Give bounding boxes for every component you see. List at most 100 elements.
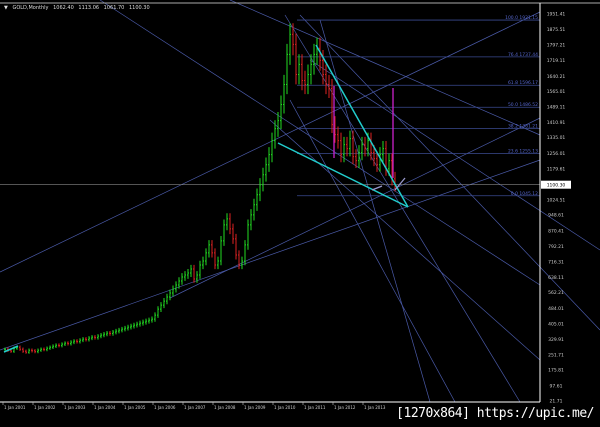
- price-bar: [199, 260, 201, 279]
- price-bar: [115, 328, 117, 335]
- price-bar: [301, 54, 303, 91]
- price-bar: [163, 297, 165, 309]
- chart-header: ▼ GOLD,Monthly 1062.40 1113.06 1061.70 1…: [4, 5, 153, 11]
- price-bar: [67, 341, 69, 346]
- price-tick-label: 1256.01: [547, 151, 566, 157]
- price-bar: [364, 136, 366, 157]
- price-bar: [127, 324, 129, 331]
- time-tick-label: 1 Jan 2001: [4, 405, 26, 410]
- time-tick-label: 1 Jan 2006: [154, 405, 176, 410]
- price-bar: [52, 344, 54, 349]
- fibonacci-retracement[interactable]: 100.0 1921.15 76.4 1737.44 61.8 1596.17 50.…: [297, 15, 540, 197]
- time-tick-label: 1 Jan 2003: [64, 405, 86, 410]
- price-bar: [133, 322, 135, 329]
- price-bar: [154, 312, 156, 322]
- drawing-objects[interactable]: [3, 44, 409, 353]
- price-bar: [247, 219, 249, 250]
- price-bar: [382, 140, 384, 163]
- price-tick-label: 1100.30: [547, 182, 566, 188]
- price-tick-label: 1179.61: [547, 166, 566, 172]
- trend-line: [289, 99, 456, 403]
- price-bar: [208, 240, 210, 258]
- price-bar: [193, 264, 195, 283]
- price-bar: [310, 54, 312, 85]
- price-bar: [109, 330, 111, 336]
- price-bar: [58, 343, 60, 348]
- trend-line: [0, 159, 541, 351]
- price-bar: [130, 323, 132, 330]
- price-bar: [61, 342, 63, 348]
- price-bar: [184, 271, 186, 281]
- price-bar: [40, 347, 42, 352]
- price-bar: [4, 347, 6, 351]
- price-bar: [268, 147, 270, 172]
- price-bar: [226, 213, 228, 231]
- price-bar: [202, 256, 204, 270]
- price-tick-label: 716.31: [548, 259, 564, 265]
- price-tick-label: 484.01: [548, 306, 564, 312]
- price-tick-label: 1640.21: [547, 74, 566, 80]
- trend-lines: [0, 0, 600, 403]
- price-bar: [295, 33, 297, 85]
- price-bar: [88, 336, 90, 342]
- time-tick-label: 1 Jan 2008: [214, 405, 236, 410]
- time-tick-label: 1 Jan 2005: [124, 405, 146, 410]
- price-bar: [103, 332, 105, 338]
- trend-line: [229, 0, 541, 136]
- price-bar: [28, 348, 30, 354]
- price-bar: [25, 349, 27, 354]
- price-tick-label: 405.01: [548, 322, 564, 328]
- price-bar: [232, 223, 234, 244]
- fib-level-label: 38.2 1381.21: [508, 123, 538, 129]
- price-bar: [259, 178, 261, 202]
- trend-line: [309, 59, 600, 251]
- price-bar: [70, 340, 72, 346]
- price-bar: [79, 338, 81, 344]
- price-bar: [100, 333, 102, 339]
- fib-level-label: 50.0 1486.52: [508, 102, 538, 108]
- price-bar: [82, 337, 84, 343]
- price-bar: [283, 74, 285, 114]
- price-bar: [274, 120, 276, 149]
- price-bar: [187, 269, 189, 279]
- price-tick-label: 792.21: [548, 244, 564, 250]
- price-bar: [241, 256, 243, 270]
- price-bar: [136, 321, 138, 328]
- price-bar: [181, 273, 183, 285]
- price-bar: [277, 112, 279, 137]
- price-bar: [280, 95, 282, 130]
- price-tick-label: 175.81: [548, 368, 564, 374]
- high-value: 1113.06: [78, 5, 100, 11]
- price-bar: [97, 334, 99, 340]
- price-tick-label: 329.91: [548, 337, 564, 343]
- price-bar: [235, 233, 237, 260]
- time-tick-label: 1 Jan 2002: [34, 405, 56, 410]
- price-bar: [325, 64, 327, 95]
- price-tick-label: 1719.11: [547, 58, 566, 64]
- triangle-upper-line: [315, 44, 409, 208]
- price-bar: [307, 64, 309, 95]
- price-bar: [337, 126, 339, 149]
- price-bar: [157, 306, 159, 318]
- price-tick-label: 97.61: [550, 383, 563, 389]
- price-tick-label: 1565.01: [547, 89, 566, 95]
- price-bar: [379, 147, 381, 172]
- price-bar: [190, 264, 192, 277]
- time-tick-label: 1 Jan 2010: [274, 405, 296, 410]
- price-bar: [118, 327, 120, 334]
- price-bar: [205, 248, 207, 266]
- price-bar: [22, 347, 24, 353]
- price-bar: [352, 130, 354, 165]
- price-bar: [49, 345, 51, 350]
- price-tick-label: 948.61: [548, 213, 564, 219]
- price-bar: [292, 23, 294, 56]
- price-bar: [124, 325, 126, 332]
- price-bar: [229, 213, 231, 235]
- price-bar: [346, 136, 348, 157]
- price-bar: [289, 23, 291, 65]
- price-bar: [211, 240, 213, 258]
- time-tick-label: 1 Jan 2012: [334, 405, 356, 410]
- price-bar: [178, 277, 180, 289]
- price-bar: [139, 320, 141, 327]
